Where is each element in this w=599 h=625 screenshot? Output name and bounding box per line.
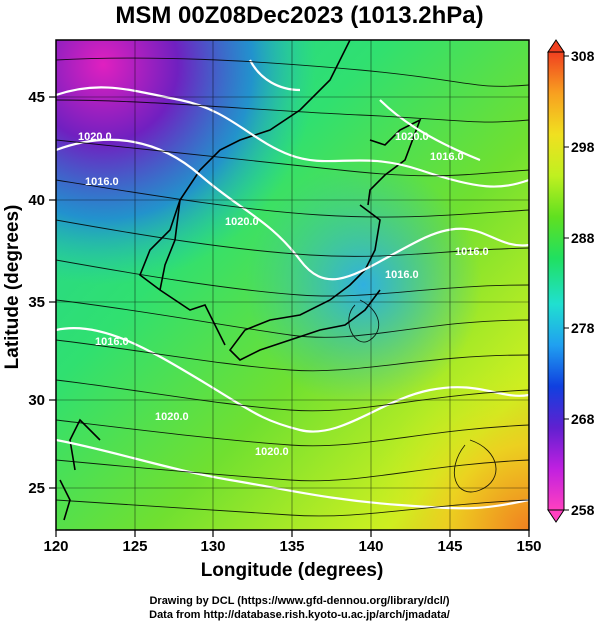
contour-label: 1020.0	[155, 411, 189, 423]
x-tick-label: 150	[516, 538, 541, 555]
colorbar-tick: 288	[571, 230, 595, 246]
colorbar-tick: 258	[571, 502, 595, 518]
x-tick-label: 120	[43, 538, 68, 555]
contour-label: 1020.0	[78, 131, 112, 143]
colorbar-tick: 308	[571, 48, 595, 64]
colorbar-tick: 298	[571, 139, 595, 155]
colorbar-tick: 268	[571, 411, 595, 427]
credit-line-1: Drawing by DCL (https://www.gfd-dennou.o…	[149, 595, 450, 607]
y-tick-label: 35	[28, 294, 45, 311]
x-tick-label: 125	[122, 538, 147, 555]
contour-label: 1016.0	[385, 269, 419, 281]
contour-label: 1020.0	[395, 131, 429, 143]
y-axis: 45 40 35 30 25 Latitude (degrees)	[2, 89, 56, 497]
x-axis-label: Longitude (degrees)	[201, 560, 384, 581]
wind-streamlines	[56, 57, 529, 517]
contour-label: 1020.0	[225, 216, 259, 228]
isobars	[56, 59, 529, 510]
colorbar: 308 298 288 278 268 258	[547, 39, 595, 523]
graticule	[56, 40, 529, 530]
y-tick-label: 25	[28, 480, 45, 497]
x-tick-label: 145	[437, 538, 462, 555]
x-tick-label: 130	[200, 538, 225, 555]
credit-line-2: Data from http://database.rish.kyoto-u.a…	[149, 609, 450, 621]
y-tick-label: 45	[28, 89, 45, 106]
y-tick-label: 30	[28, 392, 45, 409]
temperature-field: 1020.0 1020.0 1016.0 1016.0 1016.0 1020.…	[56, 40, 529, 530]
contour-label: 1016.0	[85, 176, 119, 188]
chart-title: MSM 00Z08Dec2023 (1013.2hPa)	[115, 2, 484, 29]
colorbar-max-arrow	[547, 39, 565, 53]
y-axis-label: Latitude (degrees)	[2, 205, 23, 370]
colorbar-tick: 278	[571, 320, 595, 336]
contour-label: 1016.0	[430, 151, 464, 163]
x-tick-label: 135	[279, 538, 304, 555]
coastlines	[59, 40, 422, 521]
contour-label: 1016.0	[95, 336, 129, 348]
x-tick-label: 140	[358, 538, 383, 555]
contour-label: 1016.0	[455, 246, 489, 258]
contour-label: 1020.0	[255, 446, 289, 458]
colorbar-min-arrow	[547, 509, 565, 523]
x-axis: 120 125 130 135 140 145 150 Longitude (d…	[43, 530, 542, 581]
y-tick-label: 40	[28, 192, 45, 209]
